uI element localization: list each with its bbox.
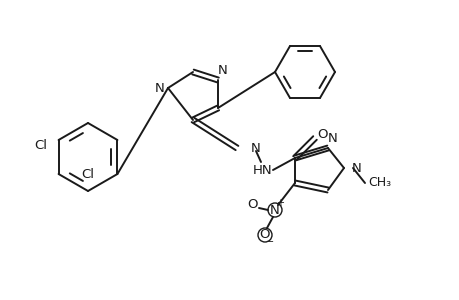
- Text: O: O: [317, 128, 328, 140]
- Text: CH₃: CH₃: [367, 176, 390, 190]
- Text: N: N: [155, 82, 164, 94]
- Text: N: N: [218, 64, 227, 76]
- Text: N: N: [351, 161, 361, 175]
- Text: N: N: [251, 142, 260, 154]
- Text: Cl: Cl: [34, 139, 47, 152]
- Text: N: N: [269, 203, 279, 217]
- Text: N: N: [327, 131, 337, 145]
- Text: O: O: [259, 229, 270, 242]
- Text: HN: HN: [252, 164, 272, 176]
- Text: O: O: [247, 199, 257, 212]
- Text: −: −: [265, 237, 274, 247]
- Text: Cl: Cl: [81, 169, 94, 182]
- Text: +: +: [275, 198, 283, 208]
